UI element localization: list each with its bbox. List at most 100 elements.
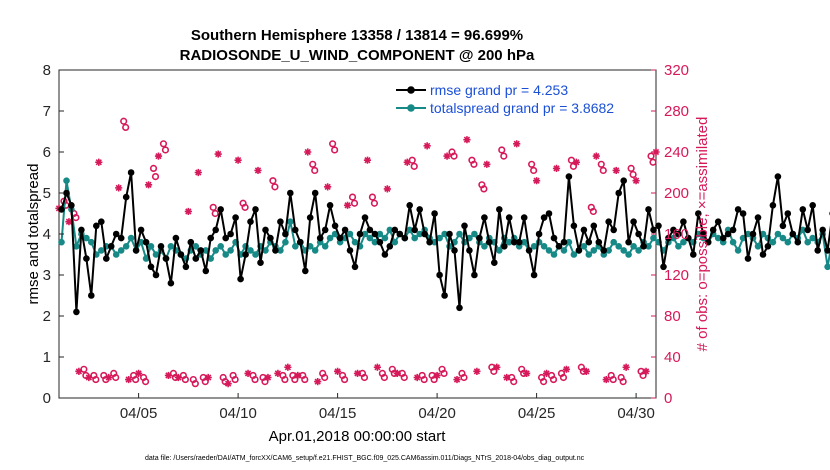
obs-assimilated-marker xyxy=(403,158,411,166)
obs-possible-marker xyxy=(331,146,339,154)
y2-tick-label: 200 xyxy=(664,185,689,202)
rmse-point xyxy=(734,206,742,213)
rmse-point xyxy=(615,189,622,197)
y2-tick-label: 0 xyxy=(664,390,672,407)
rmse-point xyxy=(202,267,210,275)
totalspread-point xyxy=(83,234,90,242)
rmse-point xyxy=(237,275,244,283)
rmse-point xyxy=(142,238,150,246)
rmse-point xyxy=(112,230,120,238)
obs-assimilated-marker xyxy=(592,152,600,160)
totalspread-point xyxy=(799,226,807,234)
rmse-point xyxy=(446,230,453,238)
totalspread-point xyxy=(142,255,150,262)
obs-possible-marker xyxy=(231,375,239,384)
totalspread-point xyxy=(824,263,830,271)
totalspread-point xyxy=(734,247,742,254)
obs-assimilated-marker xyxy=(334,367,342,375)
obs-possible-marker xyxy=(498,146,506,154)
obs-assimilated-marker xyxy=(224,380,232,388)
obs-assimilated-marker xyxy=(572,158,580,166)
obs-assimilated-marker xyxy=(453,375,461,384)
rmse-point xyxy=(73,308,80,316)
rmse-point xyxy=(635,230,642,238)
totalspread-point xyxy=(63,177,70,184)
rmse-point xyxy=(272,247,279,254)
rmse-point xyxy=(670,226,677,234)
obs-possible-marker xyxy=(639,371,647,380)
totalspread-point xyxy=(112,251,120,258)
totalspread-point xyxy=(540,243,548,250)
totalspread-point xyxy=(202,247,210,254)
totalspread-point xyxy=(391,238,399,246)
totalspread-point xyxy=(615,243,622,250)
rmse-point xyxy=(197,247,205,254)
obs-possible-marker xyxy=(348,193,357,201)
totalspread-point xyxy=(98,247,105,254)
obs-assimilated-marker xyxy=(552,164,561,172)
obs-assimilated-marker xyxy=(533,177,541,185)
rmse-point xyxy=(555,243,563,250)
totalspread-point xyxy=(207,255,214,262)
rmse-point xyxy=(545,210,553,217)
rmse-point xyxy=(306,214,314,221)
rmse-point xyxy=(520,214,528,221)
rmse-point xyxy=(630,218,637,225)
rmse-point xyxy=(371,230,379,238)
totalspread-point xyxy=(282,238,289,246)
rmse-point xyxy=(257,259,264,267)
rmse-point xyxy=(346,247,354,254)
obs-possible-marker xyxy=(211,209,219,218)
obs-assimilated-marker xyxy=(194,168,202,177)
rmse-point xyxy=(799,206,807,213)
rmse-point xyxy=(605,218,612,225)
rmse-point xyxy=(277,218,284,225)
totalspread-point xyxy=(376,230,384,238)
totalspread-point xyxy=(287,218,294,225)
y2-tick-label: 120 xyxy=(664,267,689,284)
obs-possible-marker xyxy=(609,375,617,384)
totalspread-point xyxy=(436,234,443,242)
rmse-point xyxy=(287,189,294,197)
rmse-point xyxy=(222,234,229,242)
rmse-point xyxy=(560,238,568,246)
rmse-point xyxy=(709,226,717,234)
rmse-point xyxy=(192,255,200,262)
obs-possible-marker xyxy=(120,117,128,125)
rmse-point xyxy=(167,279,175,287)
rmse-point xyxy=(804,226,811,234)
obs-possible-marker xyxy=(251,375,259,384)
obs-possible-marker xyxy=(528,160,536,168)
obs-possible-marker xyxy=(132,375,140,384)
rmse-point xyxy=(172,234,180,242)
rmse-point xyxy=(625,238,632,246)
obs-possible-marker xyxy=(647,152,655,160)
obs-assimilated-marker xyxy=(463,136,471,144)
x-axis-label: Apr.01,2018 00:00:00 start xyxy=(269,428,447,445)
rmse-point xyxy=(779,222,787,230)
rmse-series xyxy=(58,169,830,316)
totalspread-point xyxy=(252,251,259,258)
rmse-point xyxy=(600,247,608,254)
totalspread-point xyxy=(610,238,617,246)
obs-assimilated-marker xyxy=(473,367,481,375)
totalspread-point xyxy=(346,230,354,238)
obs-assimilated-marker xyxy=(294,371,302,380)
obs-possible-marker xyxy=(301,375,309,384)
rmse-point xyxy=(456,304,463,312)
rmse-point xyxy=(381,251,389,258)
rmse-point xyxy=(83,255,90,262)
rmse-point xyxy=(620,177,627,184)
rmse-point xyxy=(93,222,100,230)
y-tick-label: 5 xyxy=(43,185,51,202)
rmse-point xyxy=(814,247,821,254)
obs-possible-marker xyxy=(619,378,627,386)
rmse-point xyxy=(416,206,424,213)
obs-possible-marker xyxy=(350,199,359,207)
totalspread-point xyxy=(381,234,389,242)
rmse-point xyxy=(540,214,548,221)
totalspread-point xyxy=(590,247,598,254)
totalspread-point xyxy=(530,243,538,250)
totalspread-point xyxy=(361,230,369,238)
